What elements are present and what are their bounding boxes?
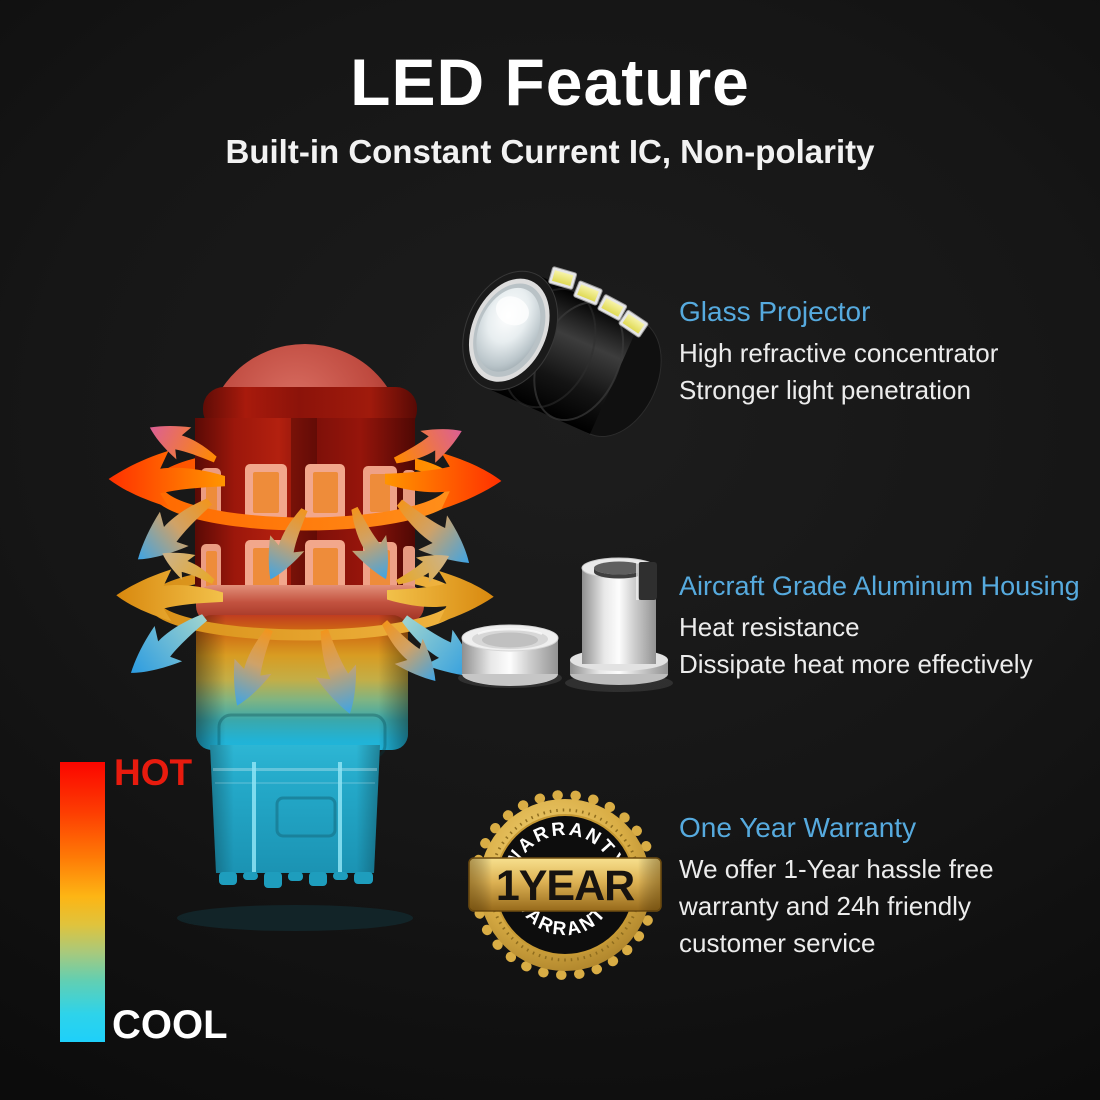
feature-line: Stronger light penetration [679,375,971,405]
warranty-badge: WARRANTY WARRANTY 1YEAR [468,790,662,980]
aluminum-housing-image [458,557,673,692]
feature-glass-projector: Glass Projector High refractive concentr… [679,296,1099,409]
glass-projector-image [462,266,662,438]
badge-ribbon-band: 1YEAR [468,857,662,912]
cool-label: COOL [112,1003,228,1047]
feature-heading: Aircraft Grade Aluminum Housing [679,571,1080,601]
feature-line: High refractive concentrator [679,338,999,368]
page-title: LED Feature [350,45,750,119]
bulb-body [195,344,424,888]
aluminum-cylinder [570,557,668,685]
feature-one-year-warranty: One Year Warranty We offer 1-Year hassle… [679,812,1099,962]
feature-line: Heat resistance [679,612,860,642]
bulb-flange [196,585,424,623]
aluminum-ring [461,624,559,686]
feature-line: We offer 1-Year hassle free [679,854,994,884]
bulb-reflection [177,905,413,931]
page-subtitle: Built-in Constant Current IC, Non-polari… [225,133,875,170]
hot-label: HOT [114,752,193,793]
feature-heading: One Year Warranty [679,812,917,843]
feature-aluminum-housing: Aircraft Grade Aluminum Housing Heat res… [679,570,1099,683]
projector-led-chips [548,266,649,338]
bulb-wedge-base [210,745,380,888]
temperature-gradient-bar [60,762,105,1042]
led-bulb-illustration [108,344,502,931]
badge-center-text: 1YEAR [496,862,635,910]
feature-line: warranty and 24h friendly [679,891,971,921]
feature-heading: Glass Projector [679,296,871,327]
heat-swirl-arrows [108,411,502,721]
feature-line: customer service [679,928,876,958]
feature-line: Dissipate heat more effectively [679,649,1033,679]
